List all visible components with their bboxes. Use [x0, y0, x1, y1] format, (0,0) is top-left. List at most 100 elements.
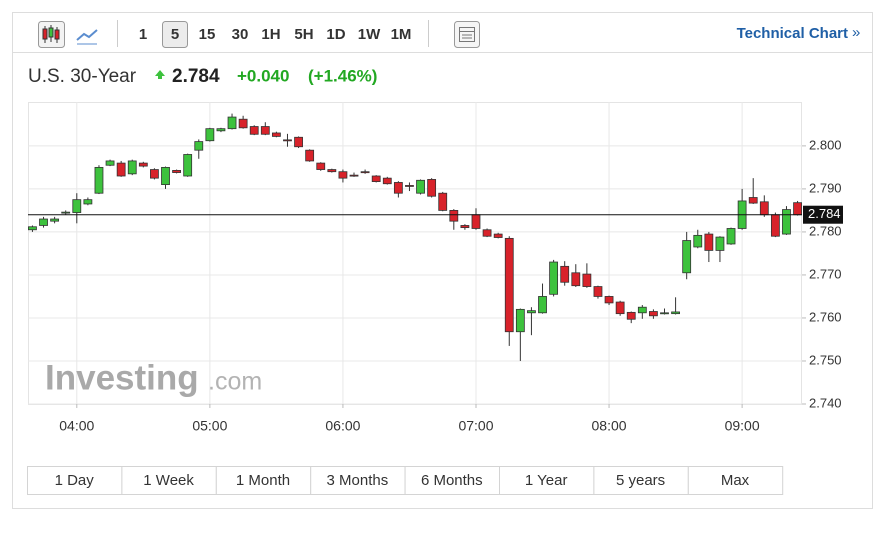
candle-body — [72, 199, 82, 213]
candle-body — [161, 166, 170, 185]
interval-button[interactable]: 5 — [171, 26, 179, 43]
candle-body — [748, 197, 758, 204]
candle-body — [582, 273, 592, 287]
candle-body — [172, 170, 181, 173]
y-tick-label: 2.770 — [809, 266, 842, 281]
candle-body — [61, 211, 71, 214]
grid: 2.740 2.750 2.760 2.770 2.780 2.790 2.800 04:00… — [28, 102, 842, 434]
candle-body — [105, 160, 115, 166]
candle-body — [283, 139, 292, 142]
candle-body — [205, 128, 215, 142]
candle-body — [515, 308, 525, 333]
candle-body — [416, 179, 425, 194]
candle-body — [271, 132, 281, 137]
candle-body — [305, 149, 315, 162]
up-arrow — [155, 70, 165, 79]
range-label[interactable]: 1 Month — [236, 472, 290, 489]
line-icon-button[interactable] — [76, 29, 98, 41]
range-button[interactable] — [687, 466, 784, 495]
interval-button[interactable]: 30 — [232, 26, 249, 43]
last-price: 2.784 — [172, 66, 220, 87]
candle-body — [715, 236, 725, 251]
candle-body — [216, 128, 226, 132]
last-price-label: 2.784 — [808, 206, 841, 221]
candle-body — [449, 210, 459, 222]
candle-body — [726, 228, 736, 245]
candle-body — [504, 237, 514, 333]
candle-body — [138, 162, 148, 167]
range-button[interactable] — [121, 466, 217, 495]
candle-body — [693, 234, 703, 248]
y-tick-label: 2.780 — [809, 223, 842, 238]
candle-body — [249, 126, 259, 135]
selected-interval-box — [162, 21, 188, 48]
x-tick-label: 06:00 — [325, 418, 360, 434]
y-tick-label: 2.740 — [809, 395, 842, 410]
range-button[interactable] — [310, 466, 406, 495]
candle-body — [294, 136, 303, 148]
interval-button[interactable]: 1 — [139, 26, 147, 43]
candle-body — [482, 229, 492, 237]
candle-body — [682, 240, 692, 274]
range-label[interactable]: 1 Week — [143, 472, 194, 489]
candle-body — [770, 214, 780, 237]
candle-body — [571, 272, 581, 287]
candle-body — [460, 225, 470, 229]
candle-body — [194, 141, 204, 151]
watermark-suffix: .com — [208, 368, 262, 396]
candle-body — [227, 116, 237, 130]
x-tick-label: 04:00 — [59, 418, 94, 434]
interval-button[interactable]: 1W — [358, 26, 381, 43]
candle-body — [471, 214, 481, 229]
candle-body — [527, 310, 536, 314]
candle-body — [626, 311, 636, 320]
interval-button[interactable]: 5H — [294, 26, 313, 43]
candle-body — [327, 169, 337, 173]
candle-body — [793, 202, 802, 216]
candle-body — [671, 311, 680, 315]
range-button[interactable] — [593, 466, 689, 495]
candle-body — [704, 233, 714, 251]
controls: 1 5 15 30 1H 5H 1D 1W 1M1 Day 1 Week 1 Month 3 Mont… — [27, 26, 784, 495]
candle-body — [438, 192, 448, 211]
candle-body — [393, 182, 403, 194]
candle-body — [405, 185, 414, 187]
widget-frame — [12, 12, 873, 509]
price-change-pct: (+1.46%) — [308, 66, 377, 85]
instrument-name: U.S. 30-Year — [28, 66, 137, 87]
candle-body — [549, 261, 559, 295]
candle-body — [615, 301, 625, 315]
candle-body — [349, 174, 359, 177]
candle-body — [660, 312, 669, 315]
range-label[interactable]: 5 years — [616, 472, 665, 489]
candle-body — [782, 209, 791, 235]
candle-body — [338, 171, 348, 179]
candle-body — [604, 296, 614, 304]
range-label[interactable]: 1 Year — [525, 472, 568, 489]
candle-body — [427, 179, 437, 197]
candle-body — [649, 311, 658, 317]
link-arrow[interactable]: » — [852, 24, 860, 41]
interval-button[interactable]: 1H — [261, 26, 280, 43]
candle-body — [360, 171, 370, 174]
candle-body — [39, 218, 48, 226]
interval-button[interactable]: 1D — [326, 26, 345, 43]
range-button[interactable] — [215, 466, 312, 495]
candle-body — [127, 160, 137, 175]
range-label[interactable]: 6 Months — [421, 472, 483, 489]
y-tick-label: 2.800 — [809, 137, 842, 152]
range-label[interactable]: 3 Months — [327, 472, 389, 489]
range-label[interactable]: 1 Day — [55, 472, 95, 489]
candle-body — [637, 306, 647, 314]
range-label[interactable]: Max — [721, 472, 750, 489]
candle-body — [493, 233, 503, 238]
technical-chart-link[interactable]: Technical Chart — [737, 25, 848, 42]
interval-button[interactable]: 1M — [391, 26, 412, 43]
interval-button[interactable]: 15 — [199, 26, 216, 43]
range-button[interactable] — [404, 466, 501, 495]
watermark-brand: Investing — [45, 358, 199, 397]
y-tick-label: 2.760 — [809, 309, 842, 324]
candle-body — [94, 166, 104, 194]
